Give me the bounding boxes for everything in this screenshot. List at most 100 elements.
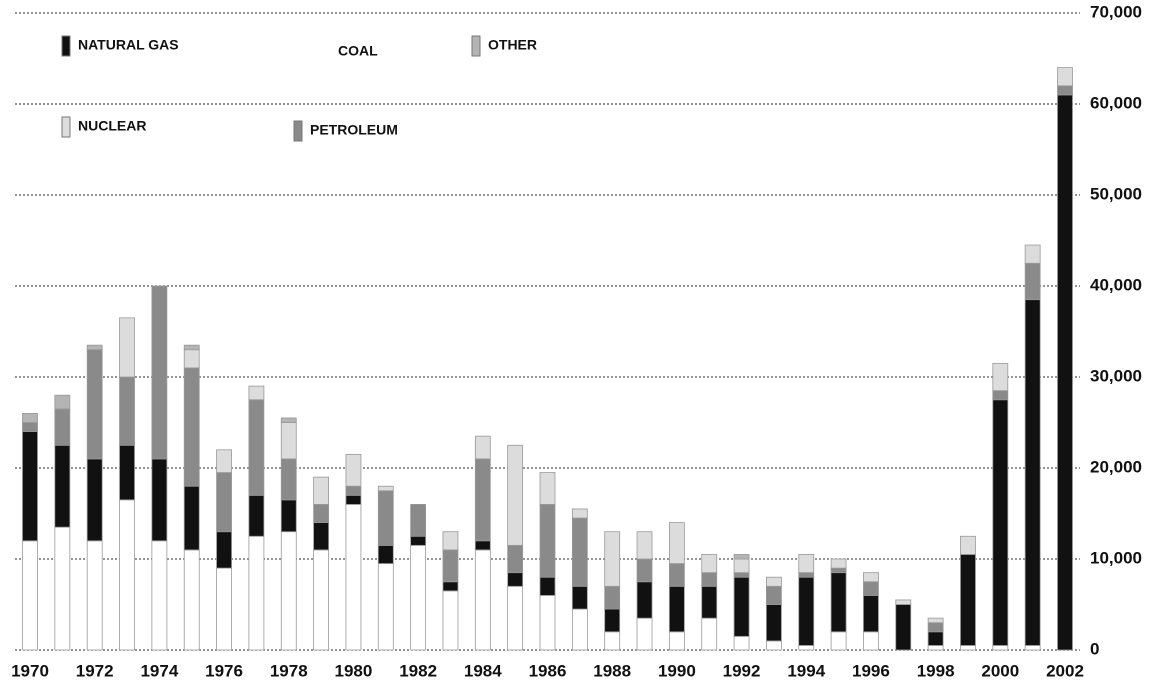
bar-segment (539, 472, 556, 505)
bar-segment (733, 558, 750, 574)
bar-segment (248, 399, 265, 496)
bar-segment (345, 494, 362, 505)
bar-segment (733, 576, 750, 637)
bar-segment (216, 449, 232, 473)
x-tick-label: 1994 (787, 661, 825, 680)
bar-segment (733, 554, 750, 560)
bar-segment (701, 617, 718, 651)
bar-segment (345, 503, 362, 651)
bar-segment (377, 485, 394, 492)
bar-segment (507, 572, 524, 587)
bar-segment (410, 503, 427, 537)
bar-segment (960, 535, 976, 555)
bar-segment (183, 349, 200, 369)
y-tick-label: 40,000 (1090, 275, 1142, 294)
bar-segment (927, 622, 944, 633)
y-tick-label: 60,000 (1090, 93, 1142, 112)
bar-segment (474, 549, 491, 651)
bar-segment (280, 458, 297, 501)
x-tick-label: 1972 (76, 661, 114, 680)
bar-segment (571, 585, 588, 610)
bar-segment (345, 485, 362, 496)
bar-segment (86, 540, 103, 651)
bar-segment (668, 522, 685, 564)
x-tick-label: 1970 (11, 661, 49, 680)
y-tick-label: 10,000 (1090, 548, 1142, 567)
bar-segment (992, 645, 1009, 651)
bar-segment (507, 585, 524, 651)
bar-segment (701, 585, 718, 619)
legend-label: NATURAL GAS (78, 37, 179, 53)
bar-segment (151, 458, 168, 542)
bar-segment (863, 572, 879, 583)
y-tick-label: 70,000 (1090, 2, 1142, 21)
y-tick-label: 20,000 (1090, 457, 1142, 476)
bar-segment (798, 554, 815, 574)
bar-segment (1024, 262, 1041, 301)
bar-segment (54, 526, 71, 651)
bar-segment (571, 517, 588, 587)
bar-segment (1057, 94, 1073, 651)
bar-segment (636, 531, 653, 560)
bar-segment (22, 422, 38, 433)
bar-segment (442, 581, 459, 592)
x-tick-label: 1974 (140, 661, 178, 680)
bar-segment (216, 531, 232, 569)
bar-segment (22, 412, 38, 423)
bar-segment (86, 344, 103, 351)
bar-segment (442, 590, 459, 651)
x-tick-label: 1980 (335, 661, 373, 680)
x-tick-label: 1982 (399, 661, 437, 680)
bar-segment (151, 285, 168, 460)
x-tick-label: 1988 (593, 661, 631, 680)
x-tick-label: 1996 (852, 661, 890, 680)
bar-segment (927, 631, 944, 646)
bar-segment (377, 490, 394, 546)
bar-segment (798, 572, 815, 578)
bar-segment (960, 645, 976, 651)
bar-segment (216, 567, 232, 651)
bar-segment (119, 376, 135, 446)
bar-segment (151, 540, 168, 651)
bar-segment (216, 472, 232, 533)
x-tick-label: 2002 (1046, 661, 1084, 680)
x-tick-label: 2000 (981, 661, 1019, 680)
x-tick-label: 1986 (529, 661, 567, 680)
legend-label: NUCLEAR (78, 118, 146, 134)
legend-label: COAL (338, 43, 378, 59)
bar-segment (86, 349, 103, 460)
bar-segment (410, 535, 427, 546)
bar-segment (571, 608, 588, 651)
bar-segment (54, 444, 71, 528)
bar-segment (1024, 645, 1041, 651)
bar-segment (442, 531, 459, 551)
x-tick-label: 1984 (464, 661, 502, 680)
bar-segment (377, 544, 394, 564)
bar-segment (248, 385, 265, 401)
bar-segment (1024, 299, 1041, 646)
bar-segment (668, 631, 685, 651)
bar-segment (571, 508, 588, 519)
bar-segment (636, 617, 653, 651)
bar-segment (539, 503, 556, 578)
bar-segment (183, 344, 200, 351)
bar-segment (345, 453, 362, 487)
bar-segment (604, 631, 621, 651)
bar-segment (313, 549, 329, 651)
bar-segment (54, 394, 71, 410)
bar-segment (86, 458, 103, 542)
bar-segment (830, 567, 847, 574)
bar-segment (539, 595, 556, 651)
bar-segment (377, 563, 394, 651)
bar-segment (733, 572, 750, 578)
y-tick-label: 30,000 (1090, 366, 1142, 385)
bar-segment (895, 599, 912, 605)
legend-swatch (61, 116, 71, 138)
x-tick-label: 1992 (723, 661, 761, 680)
bar-segment (280, 531, 297, 651)
x-tick-label: 1976 (205, 661, 243, 680)
bar-segment (636, 558, 653, 583)
legend-label: OTHER (488, 37, 537, 53)
bar-segment (248, 494, 265, 537)
legend-swatch (61, 35, 71, 57)
